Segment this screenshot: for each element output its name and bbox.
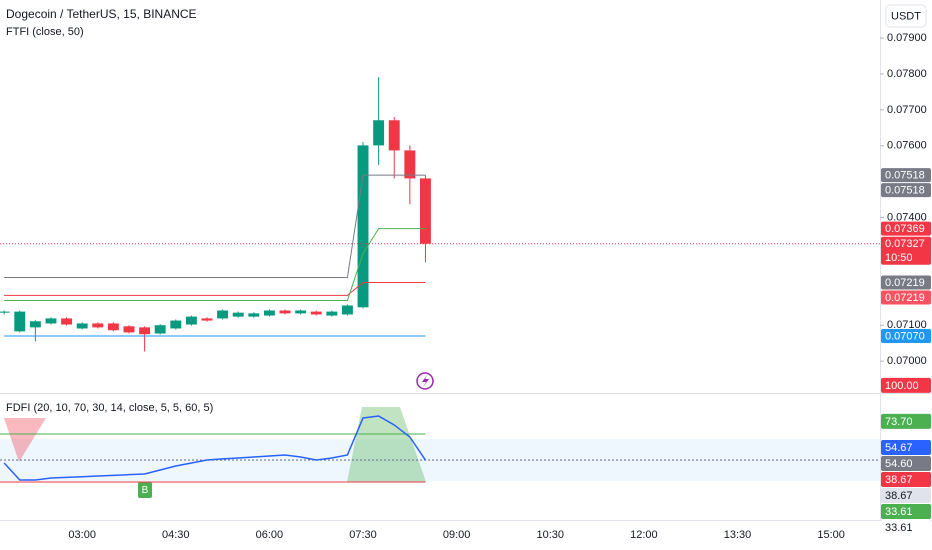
y-tick-label: 0.07100 — [887, 319, 927, 331]
price-badge-label: 0.07518 — [885, 185, 925, 197]
level-badge-label: 33.61 — [885, 506, 913, 518]
candle-body — [310, 311, 322, 315]
price-badge-label: 0.07070 — [885, 330, 925, 342]
level-badge — [881, 488, 931, 503]
candle-body — [92, 323, 104, 328]
level-badge-label: 100.00 — [885, 380, 919, 392]
candle-body — [326, 311, 338, 316]
candle-body — [29, 321, 41, 328]
level-badge — [881, 377, 931, 393]
indicator-title: FTFI (close, 50) — [6, 26, 84, 38]
price-badge — [881, 275, 931, 290]
x-tick-label: 07:30 — [349, 529, 377, 541]
y-tick-label: 0.07600 — [887, 140, 927, 152]
level-badge-label: 73.70 — [885, 416, 913, 428]
candle-body — [123, 326, 135, 333]
level-badge-label: 54.60 — [885, 458, 913, 470]
level-badge — [881, 472, 931, 487]
level-badge-label: 38.67 — [885, 474, 913, 486]
oscillator-line — [3, 415, 427, 481]
candle-body — [373, 120, 385, 146]
chart-title: Dogecoin / TetherUS, 15, BINANCE — [6, 7, 197, 21]
candle-body — [61, 318, 73, 325]
candle-body — [419, 178, 431, 244]
event-icon-bolt — [422, 375, 429, 387]
price-badge — [881, 329, 931, 343]
level-badge — [881, 440, 931, 455]
x-tick-label: 09:00 — [443, 529, 471, 541]
buy-signal-label: B — [142, 485, 149, 496]
price-badge-label: 0.07518 — [885, 170, 925, 182]
candle-body — [185, 316, 197, 325]
price-badge-label: 0.07219 — [885, 292, 925, 304]
buy-signal — [138, 482, 152, 498]
y-tick-label: 0.07000 — [887, 355, 927, 367]
level-badge-label: 38.67 — [885, 490, 913, 502]
price-badge-label: 0.07369 — [885, 223, 925, 235]
candle-body — [76, 323, 88, 329]
price-badge — [881, 290, 931, 305]
currency[interactable]: USDT — [891, 10, 921, 22]
price-badge — [881, 168, 931, 183]
candle-body — [170, 320, 182, 329]
indicator-line — [4, 228, 426, 301]
candle-body — [0, 311, 10, 313]
level-badge — [881, 413, 931, 429]
x-tick-label: 03:00 — [68, 529, 96, 541]
sell-zone — [4, 418, 46, 462]
level-badge — [881, 520, 931, 535]
candle-body — [139, 327, 151, 335]
candle-body — [263, 310, 275, 316]
candle-body — [357, 145, 369, 308]
price-badge — [881, 236, 931, 265]
y-tick-label: 0.07900 — [887, 32, 927, 44]
x-tick-label: 13:30 — [724, 529, 752, 541]
level-badge — [881, 456, 931, 471]
indicator-line — [4, 282, 426, 296]
level-badge — [881, 504, 931, 519]
currency-button[interactable] — [885, 4, 927, 28]
level-badge-label: 33.61 — [885, 522, 913, 534]
x-tick-label: 12:00 — [630, 529, 658, 541]
level-badge-label: 54.67 — [885, 442, 913, 454]
x-tick-label: 04:30 — [162, 529, 190, 541]
x-tick-label: 10:30 — [536, 529, 564, 541]
candle-body — [388, 120, 400, 151]
countdown: 10:50 — [885, 252, 913, 264]
candle-body — [154, 325, 166, 334]
y-tick-label: 0.07800 — [887, 68, 927, 80]
candle-body — [217, 310, 229, 319]
candle-body — [232, 312, 244, 317]
candle-body — [201, 318, 213, 321]
candle-body — [107, 323, 119, 331]
x-tick-label: 06:00 — [256, 529, 284, 541]
buy-zone — [347, 407, 426, 482]
event-icon[interactable] — [416, 372, 434, 390]
indicator-line — [4, 174, 426, 278]
y-tick-label: 0.07700 — [887, 104, 927, 116]
pane-title: FDFI (20, 10, 70, 30, 14, close, 5, 5, 6… — [6, 402, 213, 414]
price-badge — [881, 221, 931, 236]
price-badge-label: 0.07327 — [885, 238, 925, 250]
y-tick-label: 0.07400 — [887, 211, 927, 223]
candle-body — [341, 305, 353, 315]
candle-body — [295, 310, 307, 314]
x-tick-label: 15:00 — [817, 529, 845, 541]
price-badge-label: 0.07219 — [885, 277, 925, 289]
price-badge — [881, 183, 931, 198]
candle-body — [248, 313, 260, 317]
candle-body — [404, 150, 416, 179]
candle-body — [45, 318, 57, 324]
candle-body — [14, 311, 26, 332]
candle-body — [279, 310, 291, 314]
